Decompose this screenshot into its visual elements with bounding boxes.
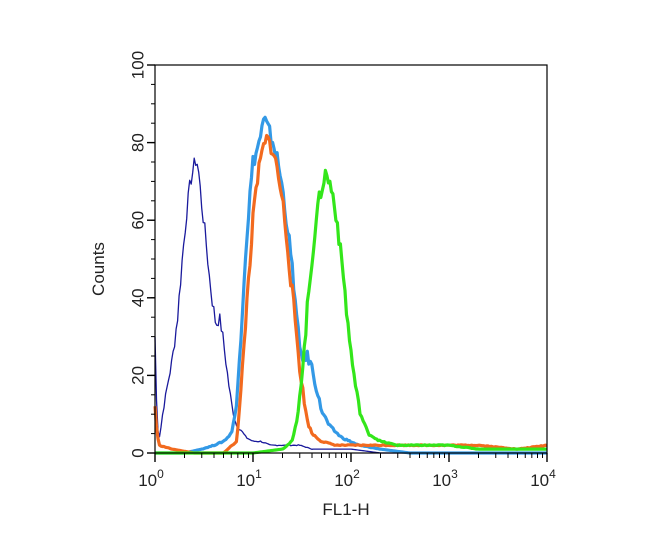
x-tick-label: 103	[432, 467, 458, 490]
histogram-series-1	[154, 157, 547, 454]
histogram-series-3	[153, 133, 548, 455]
x-tick-label: 104	[530, 467, 556, 490]
histogram-series-2	[154, 115, 548, 455]
y-tick-label: 20	[128, 366, 147, 385]
y-tick-label: 80	[128, 133, 147, 152]
axes-layer: 0 20 40 60 80 100 100 101 102 103 104	[128, 51, 556, 490]
x-tick-label: 102	[334, 467, 360, 490]
x-tick-label: 100	[138, 467, 164, 490]
y-tick-label: 100	[128, 51, 147, 79]
y-tick-label: 0	[128, 448, 147, 457]
series-layer	[153, 115, 548, 455]
x-tick-label: 101	[236, 467, 262, 490]
plot-frame	[154, 64, 548, 454]
y-tick-label: 60	[128, 211, 147, 230]
x-axis-label: FL1-H	[322, 500, 369, 519]
y-tick-label: 40	[128, 288, 147, 307]
y-axis-label: Counts	[89, 242, 108, 296]
labels-layer: FL1-H Counts	[89, 242, 370, 519]
